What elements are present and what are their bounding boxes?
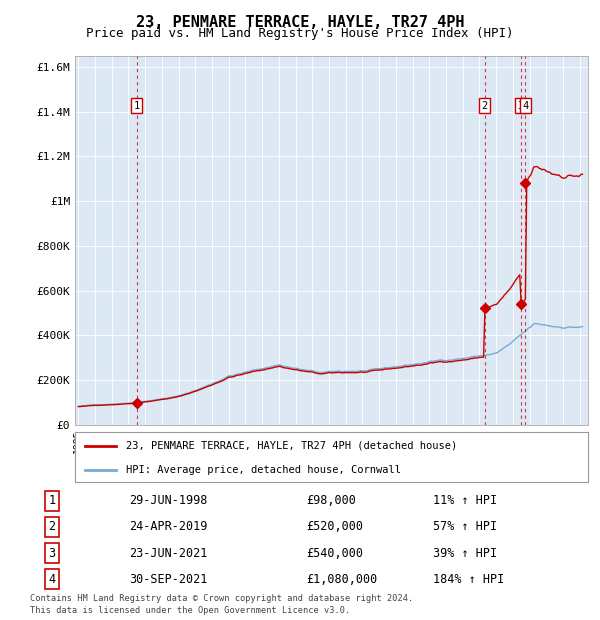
Text: 11% ↑ HPI: 11% ↑ HPI [433, 495, 497, 507]
Text: 30-SEP-2021: 30-SEP-2021 [130, 573, 208, 585]
Text: 1: 1 [49, 495, 56, 507]
Text: 1: 1 [134, 100, 140, 110]
Text: Price paid vs. HM Land Registry's House Price Index (HPI): Price paid vs. HM Land Registry's House … [86, 27, 514, 40]
Text: £1,080,000: £1,080,000 [306, 573, 377, 585]
Text: 24-APR-2019: 24-APR-2019 [130, 521, 208, 533]
Text: 23, PENMARE TERRACE, HAYLE, TR27 4PH: 23, PENMARE TERRACE, HAYLE, TR27 4PH [136, 15, 464, 30]
Text: 184% ↑ HPI: 184% ↑ HPI [433, 573, 504, 585]
Text: 29-JUN-1998: 29-JUN-1998 [130, 495, 208, 507]
Text: £98,000: £98,000 [306, 495, 356, 507]
Text: 23, PENMARE TERRACE, HAYLE, TR27 4PH (detached house): 23, PENMARE TERRACE, HAYLE, TR27 4PH (de… [127, 441, 458, 451]
Text: This data is licensed under the Open Government Licence v3.0.: This data is licensed under the Open Gov… [30, 606, 350, 614]
Text: 2: 2 [49, 521, 56, 533]
Text: 2: 2 [481, 100, 488, 110]
Text: HPI: Average price, detached house, Cornwall: HPI: Average price, detached house, Corn… [127, 464, 401, 475]
Text: Contains HM Land Registry data © Crown copyright and database right 2024.: Contains HM Land Registry data © Crown c… [30, 595, 413, 603]
Text: 4: 4 [522, 100, 529, 110]
Text: 3: 3 [518, 100, 524, 110]
Text: 23-JUN-2021: 23-JUN-2021 [130, 547, 208, 559]
Text: 39% ↑ HPI: 39% ↑ HPI [433, 547, 497, 559]
Text: £540,000: £540,000 [306, 547, 363, 559]
Text: £520,000: £520,000 [306, 521, 363, 533]
Text: 57% ↑ HPI: 57% ↑ HPI [433, 521, 497, 533]
Text: 4: 4 [49, 573, 56, 585]
Text: 3: 3 [49, 547, 56, 559]
